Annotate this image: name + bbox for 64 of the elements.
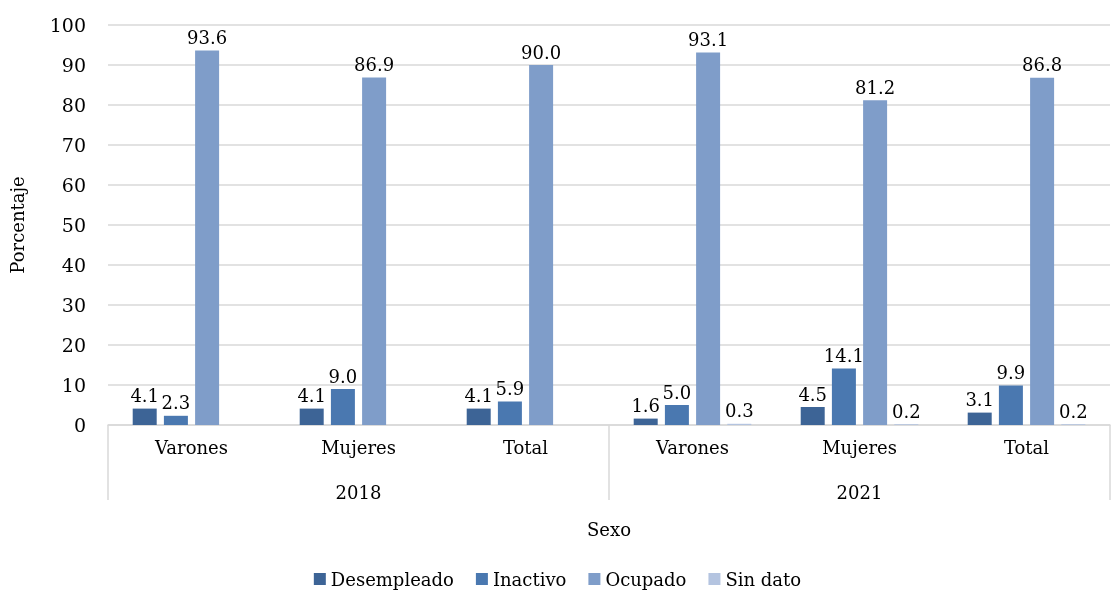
y-tick-label: 80	[61, 94, 86, 116]
y-tick-label: 10	[61, 374, 86, 396]
data-label: 86.8	[1022, 54, 1063, 76]
x-axis-title: Sexo	[587, 518, 631, 540]
bar	[696, 52, 721, 425]
bar	[831, 368, 856, 425]
data-label: 93.1	[688, 29, 729, 51]
x-tick-label: Total	[1003, 436, 1050, 458]
legend-label: Inactivo	[492, 568, 567, 590]
x-tick-label: Mujeres	[321, 436, 396, 458]
data-label: 0.3	[724, 400, 754, 422]
y-tick-label: 100	[49, 14, 86, 36]
data-label: 90.0	[521, 41, 562, 63]
data-label: 1.6	[631, 395, 661, 417]
y-tick-label: 20	[61, 334, 86, 356]
text: 2021	[836, 481, 883, 503]
bar	[299, 408, 324, 425]
bar	[195, 50, 220, 425]
data-label: 4.1	[464, 385, 494, 407]
legend-label: Sin dato	[725, 568, 802, 590]
data-label: 4.1	[130, 385, 160, 407]
bar	[163, 415, 188, 425]
bar	[863, 100, 888, 425]
data-label: 4.1	[297, 385, 327, 407]
data-label: 86.9	[354, 53, 395, 75]
y-tick-label: 90	[61, 54, 86, 76]
text: 2018	[335, 481, 382, 503]
x-tick-label: Total	[502, 436, 549, 458]
data-label: 0.2	[1058, 400, 1088, 422]
bar	[466, 408, 491, 425]
data-label: 14.1	[823, 345, 864, 367]
y-tick-label: 0	[73, 414, 86, 436]
y-tick-label: 30	[61, 294, 86, 316]
data-label: 2.3	[161, 392, 191, 414]
data-label: 4.5	[798, 383, 828, 405]
data-label: 9.9	[996, 361, 1026, 383]
bar	[664, 405, 689, 425]
bar	[800, 407, 825, 425]
bar	[497, 401, 522, 425]
y-tick-label: 60	[61, 174, 86, 196]
bar	[362, 77, 387, 425]
x-tick-label: Mujeres	[822, 436, 897, 458]
bar	[998, 385, 1023, 425]
data-label: 0.2	[891, 400, 921, 422]
data-label: 93.6	[187, 27, 228, 49]
y-tick-label: 70	[61, 134, 86, 156]
data-label: 3.1	[965, 389, 995, 411]
bar	[529, 65, 554, 425]
bar	[1030, 77, 1055, 425]
data-label: 9.0	[328, 365, 358, 387]
bar	[967, 412, 992, 425]
y-tick-label: 50	[61, 214, 86, 236]
y-tick-label: 40	[61, 254, 86, 276]
data-label: 81.2	[855, 76, 896, 98]
y-axis-title: Porcentaje	[6, 176, 28, 274]
data-label: 5.0	[662, 381, 692, 403]
bar	[633, 418, 658, 425]
data-label: 5.9	[495, 377, 525, 399]
bar	[132, 408, 157, 425]
x-tick-label: Varones	[153, 436, 229, 458]
legend-label: Desempleado	[330, 568, 454, 590]
legend-label: Ocupado	[605, 568, 687, 590]
bar	[330, 389, 355, 425]
x-tick-label: Varones	[654, 436, 730, 458]
